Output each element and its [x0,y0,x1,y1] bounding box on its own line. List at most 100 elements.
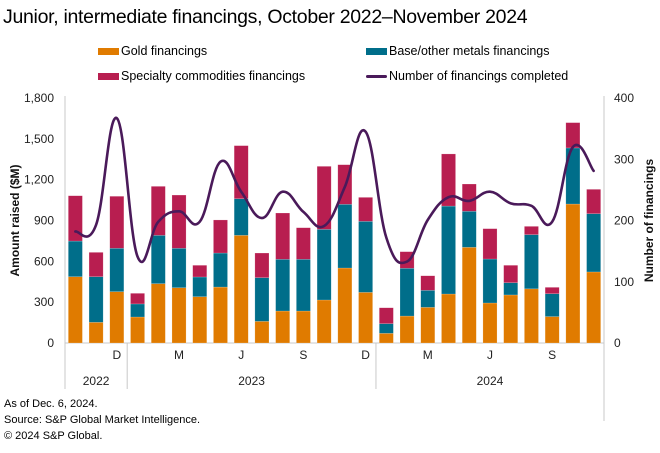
bar-specialty-18 [441,153,456,207]
bar-base-metals-3 [130,303,145,318]
bar-base-metals-21 [503,282,519,296]
legend-item-specialty: Specialty commodities financings [98,69,305,83]
bar-specialty-4 [150,186,166,236]
x-tick-label: M [174,348,184,362]
x-tick-label: D [361,348,370,362]
bar-gold-11 [296,310,311,344]
bar-gold-6 [192,296,208,344]
bar-base-metals-9 [254,277,270,322]
y-tick-label: 0 [47,336,54,350]
y-tick-label: 1,800 [24,91,54,105]
bar-base-metals-7 [213,252,228,288]
bar-gold-3 [130,316,145,344]
year-label-2023: 2023 [238,374,265,388]
year-label-2022: 2022 [83,374,110,388]
bar-gold-25 [586,271,601,344]
bar-specialty-1 [88,252,104,277]
bar-base-metals-13 [337,204,353,269]
bar-specialty-3 [130,293,145,305]
bar-base-metals-0 [68,240,83,277]
bar-base-metals-12 [316,229,332,301]
bar-base-metals-25 [586,213,601,273]
bar-gold-21 [503,294,519,344]
y2-tick-label: 400 [614,91,634,105]
bar-base-metals-10 [275,259,290,312]
legend-label-count: Number of financings completed [389,69,569,83]
bar-base-metals-6 [192,276,208,297]
bar-base-metals-5 [171,248,187,288]
bar-gold-20 [482,302,498,344]
bar-specialty-7 [213,219,228,254]
bar-specialty-20 [482,228,498,260]
y2-tick-label: 300 [614,152,634,166]
legend-line-count [366,74,387,78]
bar-gold-5 [171,287,187,344]
bar-base-metals-2 [109,248,125,292]
footer-date: As of Dec. 6, 2024. [4,398,98,410]
bar-gold-10 [275,310,290,344]
bar-specialty-21 [503,265,519,283]
bar-specialty-12 [316,166,332,230]
axis-labels: 2022 2023 2024 0 300 600 900 1,200 1,500 1,800 0 10… [8,91,656,388]
chart-title: Junior, intermediate financings, October… [3,6,528,28]
legend-label-gold: Gold financings [121,44,208,58]
y2-tick-label: 200 [614,214,634,228]
bar-gold-8 [233,235,249,344]
legend-item-base-metals: Base/other metals financings [366,44,550,58]
y-tick-label: 1,200 [24,173,54,187]
year-label-2024: 2024 [477,374,504,388]
y-tick-label: 1,500 [24,132,54,146]
legend-swatch-specialty [98,72,119,80]
bar-gold-16 [399,315,415,344]
bar-gold-18 [441,293,456,344]
legend-item-gold: Gold financings [98,44,207,58]
bar-specialty-10 [275,212,290,260]
y-axis-title: Amount raised ($M) [8,164,22,276]
bar-gold-1 [88,322,104,344]
bar-specialty-19 [461,183,477,212]
x-tick-label: M [423,348,433,362]
bar-gold-4 [150,283,166,344]
bar-specialty-17 [420,275,436,291]
bar-gold-14 [358,292,373,344]
bar-base-metals-15 [379,323,394,334]
bar-base-metals-14 [358,221,373,293]
legend-item-count-line: Number of financings completed [366,69,568,83]
legend-swatch-gold [98,47,119,55]
y-tick-label: 300 [34,295,54,309]
bar-specialty-0 [68,195,83,242]
bar-base-metals-16 [399,268,415,317]
bar-gold-23 [544,316,560,344]
bar-gold-13 [337,267,353,344]
x-tick-label: D [112,348,121,362]
y2-tick-label: 0 [614,336,621,350]
bar-gold-12 [316,299,332,344]
y-tick-label: 900 [34,214,54,228]
bar-base-metals-19 [461,210,477,248]
bar-base-metals-17 [420,290,436,308]
y2-tick-label: 100 [614,275,634,289]
bar-gold-17 [420,307,436,344]
bar-gold-22 [524,288,539,344]
legend-label-specialty: Specialty commodities financings [121,69,306,83]
bar-specialty-11 [296,227,311,260]
bars [68,122,601,344]
bar-base-metals-23 [544,293,560,317]
y2-axis-title: Number of financings [642,159,656,283]
footer-source: Source: S&P Global Market Intelligence. [4,414,201,426]
bar-gold-9 [254,321,270,344]
bar-gold-24 [565,203,581,344]
bar-base-metals-8 [233,198,249,236]
count-line [74,116,595,265]
x-tick-label: S [299,348,307,362]
bar-gold-19 [461,247,477,344]
bar-base-metals-1 [88,276,104,323]
count-line-layer [74,116,595,265]
bar-specialty-5 [171,194,187,249]
bar-specialty-25 [586,189,601,214]
legend-label-base-metals: Base/other metals financings [389,44,550,58]
bar-gold-15 [379,333,394,344]
x-tick-label: J [487,348,493,362]
bar-gold-0 [68,276,83,344]
bar-specialty-2 [109,196,125,249]
